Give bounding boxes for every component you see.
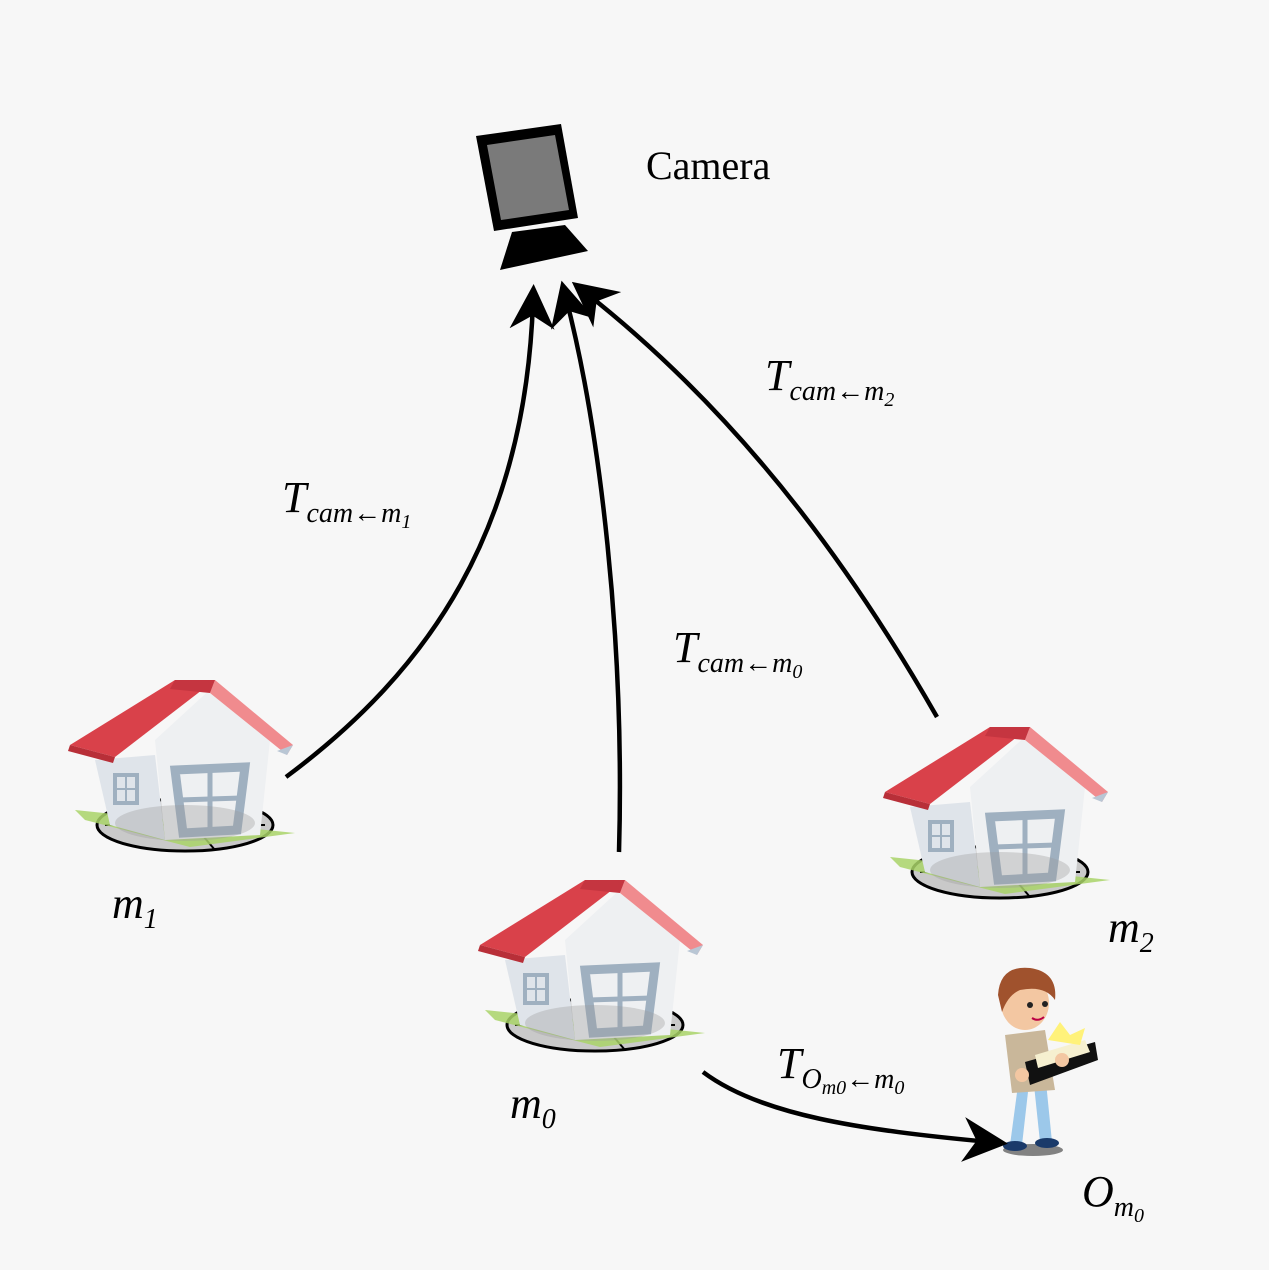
arrow-m2-to-camera: [571, 281, 939, 719]
marker-label-m1: m1: [112, 879, 158, 935]
camera-label: Camera: [646, 143, 771, 188]
house-marker-m2: [883, 727, 1110, 898]
marker-label-m0: m0: [510, 1079, 556, 1135]
arrow-m0-to-camera: [550, 280, 623, 853]
house-marker-m1: [68, 680, 295, 851]
marker-label-m2: m2: [1108, 903, 1154, 959]
transform-label-cam-m1: Tcam←m1: [282, 473, 412, 533]
house-marker-m0: [478, 880, 705, 1051]
person-reading-book-icon: [998, 967, 1098, 1156]
arrow-m1-to-camera: [284, 284, 555, 779]
camera-monitor-icon: [476, 124, 588, 270]
object-label-o-m0: Om0: [1082, 1167, 1145, 1227]
transform-label-cam-m2: Tcam←m2: [765, 351, 895, 411]
transform-label-o-m0: TOm0←m0: [777, 1039, 905, 1099]
arrow-m0-to-object: [701, 1070, 1008, 1162]
transform-label-cam-m0: Tcam←m0: [673, 623, 803, 683]
